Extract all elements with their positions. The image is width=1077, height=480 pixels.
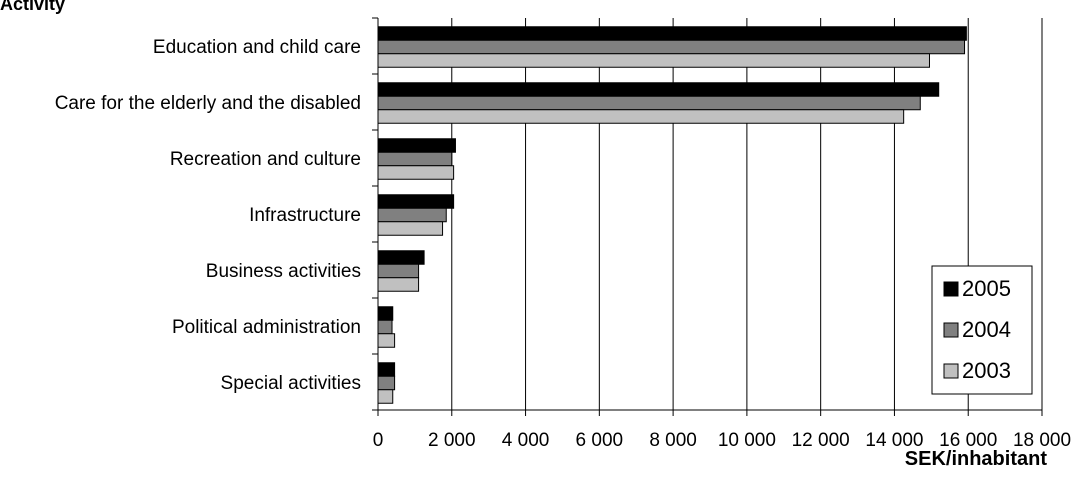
x-tick-label: 2 000	[428, 430, 476, 451]
x-tick-label: 14 000	[865, 430, 923, 451]
bar-2004	[377, 95, 921, 111]
legend: 2005 2004 2003	[931, 265, 1033, 395]
bar-2003	[377, 389, 394, 404]
bar-2005	[377, 82, 940, 97]
axes	[372, 17, 1043, 416]
category-label: Special activities	[221, 373, 361, 394]
x-tick-label: 18 000	[1013, 430, 1071, 451]
x-tick-labels: 0 2 000 4 000 6 000 8 000 10 000 12 000 14 000 1…	[373, 430, 1071, 451]
x-tick-label: 12 000	[792, 430, 850, 451]
bar-2005	[377, 138, 456, 153]
legend-label-2005: 2005	[962, 276, 1011, 301]
category-label: Education and child care	[153, 37, 361, 58]
grid-lines	[451, 18, 1043, 410]
bar-2003	[377, 333, 396, 348]
legend-label-2003: 2003	[962, 358, 1011, 383]
bar-2004	[377, 319, 393, 335]
bar-2003	[377, 53, 930, 68]
bar-2004	[377, 39, 966, 55]
category-label: Care for the elderly and the disabled	[55, 93, 361, 114]
category-labels: Education and child care Care for the eld…	[55, 37, 361, 394]
bar-2005	[377, 250, 425, 265]
x-tick-label: 8 000	[649, 430, 697, 451]
bar-2003	[377, 165, 455, 180]
legend-label-2004: 2004	[962, 317, 1011, 342]
bar-2005	[377, 306, 394, 321]
bar-2005	[377, 362, 396, 377]
category-label: Infrastructure	[249, 205, 361, 226]
x-tick-label: 16 000	[939, 430, 997, 451]
y-axis-title: Activity	[0, 0, 66, 14]
category-label: Political administration	[172, 317, 361, 338]
bar-2003	[377, 221, 444, 236]
x-tick-label: 6 000	[576, 430, 624, 451]
x-axis-title: SEK/inhabitant	[904, 448, 1047, 470]
bar-2004	[377, 207, 447, 223]
category-label: Recreation and culture	[170, 149, 361, 170]
bar-2003	[377, 277, 420, 292]
x-tick-label: 0	[373, 430, 384, 451]
legend-swatch-2005	[943, 281, 959, 297]
x-tick-label: 4 000	[502, 430, 550, 451]
x-tick-label: 10 000	[718, 430, 776, 451]
legend-swatch-2003	[943, 363, 959, 379]
bar-2004	[377, 151, 453, 167]
legend-swatch-2004	[943, 322, 959, 338]
bar-2004	[377, 263, 420, 279]
bar-2005	[377, 194, 455, 209]
category-label: Business activities	[206, 261, 361, 282]
bar-2004	[377, 375, 396, 391]
bar-2005	[377, 26, 967, 41]
bar-2003	[377, 109, 905, 124]
bars	[377, 26, 967, 404]
